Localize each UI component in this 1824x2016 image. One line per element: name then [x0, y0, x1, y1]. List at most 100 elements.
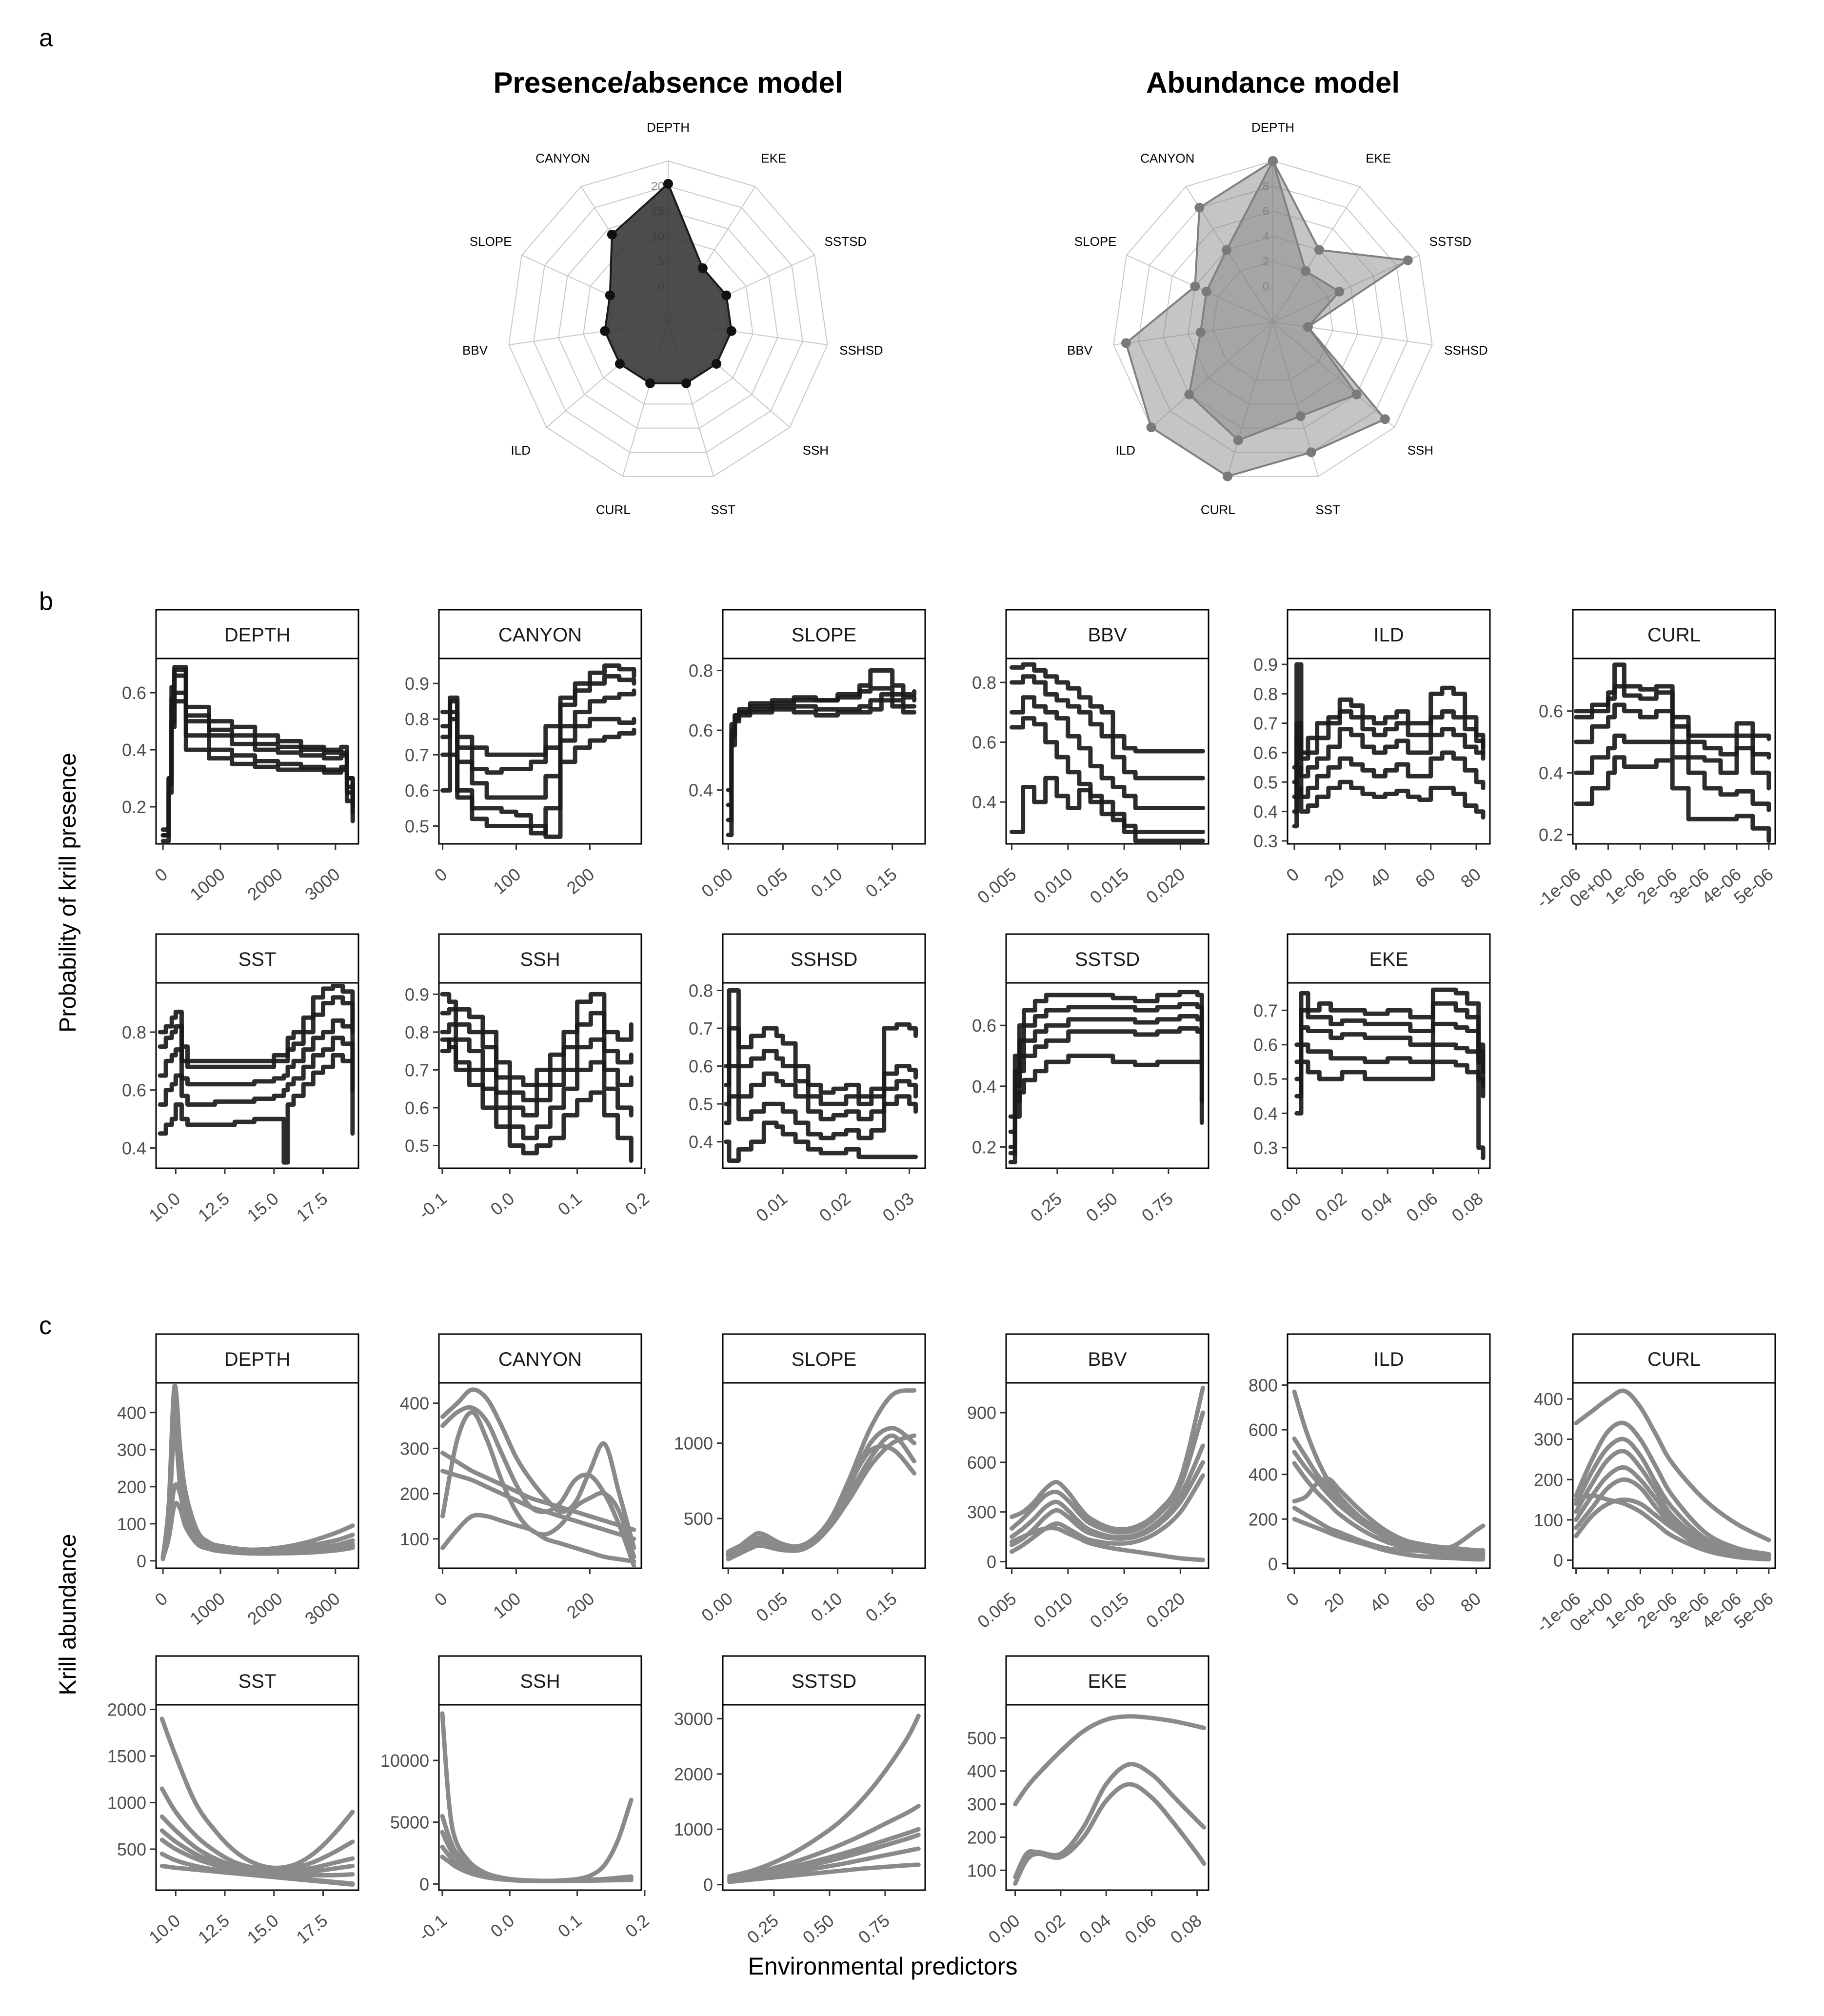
- y-tick-label: 0: [1553, 1550, 1563, 1570]
- series-lines: [440, 1711, 634, 1883]
- series-line: [1008, 1014, 1204, 1149]
- y-tick-label: 300: [1534, 1430, 1563, 1450]
- x-tick-label: 0.00: [697, 1588, 736, 1625]
- radar-point: [1194, 202, 1205, 213]
- x-tick-label: -0.1: [415, 1188, 451, 1223]
- radar-point: [1301, 266, 1311, 276]
- panel-curl: CURL0100200300400-1e-060e+001e-062e-063e…: [1532, 1333, 1777, 1636]
- series-line: [1008, 1054, 1204, 1164]
- x-tick-label: 2000: [243, 864, 286, 904]
- radar-spoke: [1150, 321, 1273, 428]
- y-tick-label: 100: [400, 1529, 429, 1549]
- radar-axis-label: ILD: [511, 443, 530, 458]
- series-lines: [160, 1384, 355, 1561]
- radar-point: [645, 378, 655, 388]
- strip-title: SSTSD: [1075, 949, 1140, 970]
- y-tick-label: 10000: [380, 1751, 429, 1771]
- x-tick-label: 200: [563, 1588, 598, 1622]
- radar-point: [1222, 245, 1232, 255]
- radar-grid-ring: [1163, 210, 1383, 429]
- plot-frame: [438, 658, 642, 845]
- x-tick-label: 0.25: [1027, 1188, 1066, 1225]
- series-line: [1574, 1388, 1771, 1542]
- x-tick-label: 0: [151, 864, 171, 885]
- y-tick-label: 3000: [674, 1709, 713, 1729]
- y-tick-label: 0: [987, 1552, 996, 1572]
- series-line: [724, 1064, 918, 1121]
- y-tick-label: 200: [1534, 1470, 1563, 1490]
- radar-grid-ring: [508, 160, 828, 477]
- radar-axis-label: SLOPE: [470, 234, 512, 249]
- series-line: [1294, 1042, 1486, 1098]
- series-line: [1013, 1714, 1207, 1807]
- series-line: [158, 1036, 355, 1107]
- strip-box: [1572, 1333, 1776, 1384]
- radar-point: [1184, 389, 1194, 399]
- y-tick-label: 400: [117, 1403, 146, 1423]
- series-lines: [440, 992, 634, 1163]
- x-tick-label: 40: [1366, 1588, 1393, 1616]
- panel-depth: DEPTH 0 100 200 300 400 0 1000 2000 3000: [117, 1333, 359, 1629]
- radar-grid-ring: [533, 185, 803, 453]
- y-tick-label: 0.8: [122, 1022, 146, 1042]
- x-tick-label: 12.5: [194, 1188, 233, 1225]
- series-line: [440, 727, 636, 839]
- y-tick-label: 0.9: [405, 984, 429, 1004]
- panel-ild: ILD 0 200 400 600 800 0 20 40 60 80: [1249, 1333, 1491, 1616]
- strip-box: [1287, 609, 1491, 659]
- series-line: [1294, 1001, 1486, 1075]
- radar-axis-label: ILD: [1115, 443, 1135, 458]
- radar-axis-label: SSTSD: [1429, 234, 1472, 249]
- series-line: [440, 1022, 634, 1118]
- radar-grid-ring: [1113, 160, 1433, 477]
- x-tick-label: 0.04: [1075, 1910, 1114, 1947]
- x-tick-label: 0.15: [862, 864, 901, 901]
- series-line: [159, 1717, 355, 1870]
- y-tick-label: 0.6: [972, 733, 996, 753]
- strip-title: DEPTH: [224, 1349, 291, 1370]
- x-tick-label: 0: [431, 1588, 451, 1610]
- radar-grid-ring: [558, 210, 778, 429]
- radar-point: [1146, 422, 1156, 433]
- y-tick-label: 0.6: [405, 780, 429, 800]
- series-lines: [724, 988, 918, 1163]
- x-tick-label: 0.010: [1030, 864, 1076, 907]
- panel-sshsd: SSHSD 0.4 0.5 0.6 0.7 0.8 0.01 0.02 0.03: [689, 933, 926, 1226]
- y-tick-label: 0.5: [405, 1136, 429, 1156]
- plot-frame: [1005, 982, 1209, 1169]
- x-tick-label: 0.04: [1357, 1188, 1396, 1225]
- x-tick-label: 1000: [186, 1588, 229, 1629]
- x-tick-label: 17.5: [292, 1188, 331, 1225]
- plot-frame: [1287, 658, 1491, 845]
- strip-box: [722, 1333, 926, 1384]
- x-tick-label: 10.0: [145, 1188, 184, 1225]
- y-tick-label: 0: [703, 1875, 713, 1895]
- panel-slope: SLOPE 0.4 0.6 0.8 0.00 0.05 0.10 0.15: [689, 609, 926, 901]
- y-tick-label: 5000: [390, 1813, 429, 1833]
- strip-box: [1005, 1333, 1209, 1384]
- radar-point: [681, 378, 691, 388]
- y-tick-label: 500: [967, 1728, 996, 1748]
- series-line: [1292, 1461, 1486, 1558]
- series-line: [1574, 733, 1771, 812]
- radar-title: Presence/absence model: [493, 66, 843, 99]
- x-tick-label: 0.01: [752, 1188, 791, 1225]
- radar-spoke: [1272, 255, 1420, 322]
- radar-spoke: [1272, 321, 1432, 345]
- x-tick-label: 0.00: [697, 864, 736, 901]
- strip-box: [155, 933, 359, 984]
- y-tick-label: 0.4: [1253, 802, 1278, 822]
- radar-point: [1223, 471, 1233, 481]
- series-lines: [440, 663, 636, 839]
- radar-point: [1306, 447, 1316, 458]
- series-lines: [440, 1387, 636, 1567]
- x-tick-label: 60: [1411, 1588, 1439, 1616]
- radar-point: [1233, 435, 1243, 445]
- series-line: [158, 984, 355, 1063]
- y-tick-label: 1500: [107, 1746, 146, 1766]
- radar-spoke: [1227, 321, 1273, 477]
- x-tick-label: 0.0: [487, 1910, 518, 1941]
- y-tick-label: 1000: [674, 1819, 713, 1839]
- radar-point: [605, 290, 615, 300]
- y-tick-label: 0.8: [689, 661, 713, 681]
